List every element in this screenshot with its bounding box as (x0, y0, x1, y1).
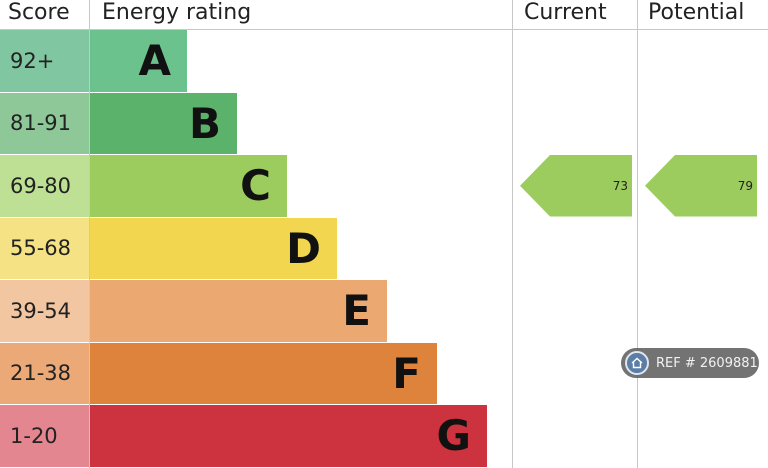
current-arrow-shape (520, 155, 632, 217)
score-range-e: 39-54 (0, 280, 89, 342)
rating-bar-a: A (90, 30, 187, 92)
header-divider (0, 29, 768, 30)
rating-letter-d: D (286, 223, 321, 273)
potential-indicator: 79 (645, 155, 757, 217)
header-potential: Potential (648, 0, 745, 25)
header-current: Current (524, 0, 607, 25)
potential-arrow-shape (645, 155, 757, 217)
rating-letter-e: E (342, 286, 371, 336)
current-value: 73 (612, 178, 628, 193)
home-icon (625, 351, 649, 375)
potential-value: 79 (737, 178, 753, 193)
header-score: Score (8, 0, 70, 25)
rating-bar-b: B (90, 92, 237, 154)
rating-letter-g: G (436, 411, 471, 461)
rating-letter-b: B (188, 98, 221, 148)
score-range-f: 21-38 (0, 342, 89, 404)
reference-badge: REF # 2609881 (621, 348, 759, 378)
score-range-g: 1-20 (0, 405, 89, 467)
score-range-c: 69-80 (0, 155, 89, 217)
score-range-d: 55-68 (0, 217, 89, 279)
rating-bar-c: C (90, 155, 287, 217)
rating-letter-a: A (138, 36, 171, 86)
reference-text: REF # 2609881 (656, 355, 758, 371)
rating-bar-g: G (90, 405, 487, 467)
rating-bar-e: E (90, 280, 387, 342)
score-range-a: 92+ (0, 30, 89, 92)
header-energy-rating: Energy rating (102, 0, 252, 25)
rating-letter-f: F (392, 348, 421, 398)
column-divider-potential (637, 0, 638, 468)
current-indicator: 73 (520, 155, 632, 217)
rating-bar-d: D (90, 217, 337, 279)
rating-letter-c: C (240, 161, 271, 211)
rating-bar-f: F (90, 342, 437, 404)
score-range-b: 81-91 (0, 92, 89, 154)
column-divider-score (89, 0, 90, 468)
column-divider-current (512, 0, 513, 468)
